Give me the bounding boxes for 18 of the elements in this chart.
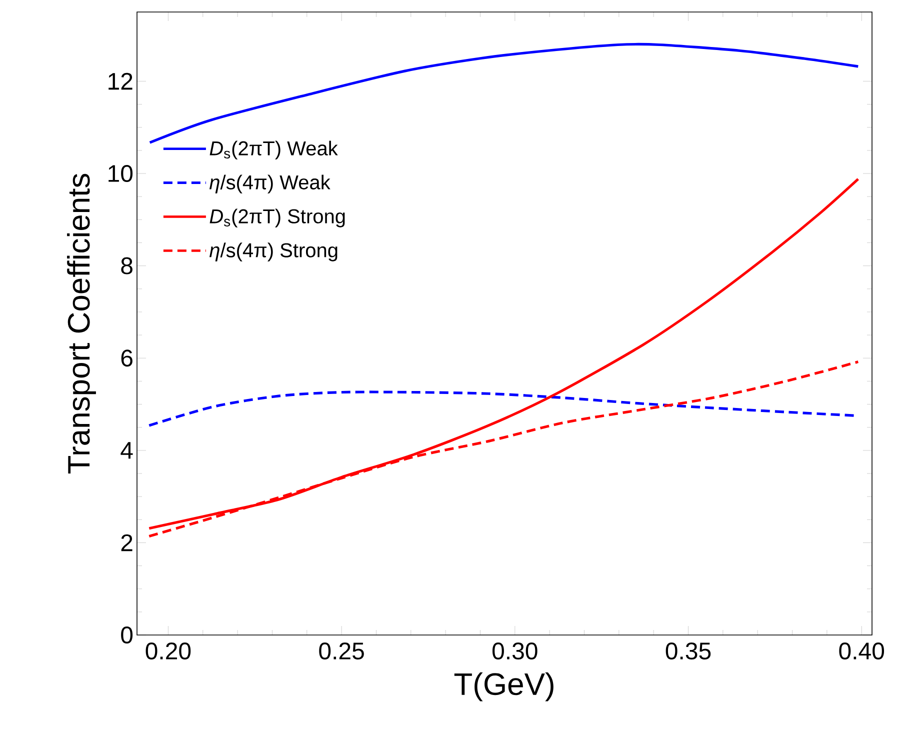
- legend-label: D$_{s}$(2πT) Weak: [210, 140, 338, 160]
- legend-label: η/s(4π) Weak: [209, 174, 330, 194]
- legend-label: D$_{s}$(2πT) Strong: [210, 208, 345, 228]
- y-tick-label: 6: [121, 350, 132, 367]
- x-tick-label: 0.40: [839, 642, 884, 660]
- x-tick-label: 0.35: [666, 642, 711, 660]
- legend-label: η/s(4π) Strong: [209, 242, 338, 262]
- x-tick-label: 0.30: [492, 642, 538, 660]
- y-tick-label: 2: [121, 534, 132, 552]
- y-tick-label: 8: [121, 257, 132, 274]
- y-tick-label: 12: [108, 72, 132, 90]
- y-tick-label: 10: [108, 165, 133, 182]
- x-axis-title: T(GeV): [454, 672, 554, 702]
- y-axis-title: Transport Coefficients: [67, 174, 96, 474]
- x-tick-label: 0.20: [146, 642, 191, 660]
- x-tick-label: 0.25: [319, 642, 364, 660]
- y-tick-label: 4: [120, 442, 133, 459]
- y-tick-label: 0: [121, 626, 133, 644]
